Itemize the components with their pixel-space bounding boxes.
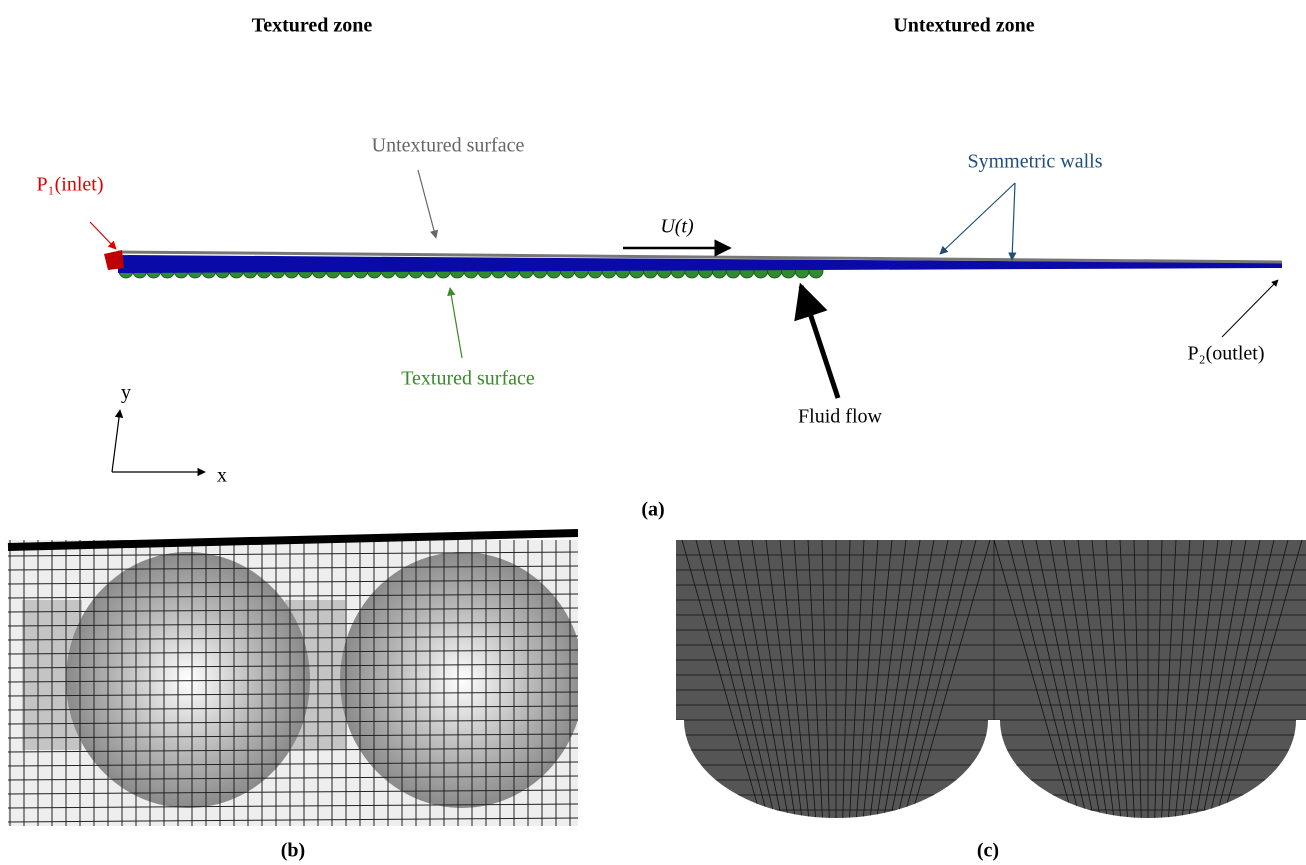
axis-label: x (217, 465, 227, 487)
dimple (340, 552, 584, 808)
label: P₂(outlet) (1188, 343, 1265, 365)
label: Fluid flow (798, 406, 882, 428)
arrow (1222, 280, 1278, 337)
arrow (450, 288, 462, 358)
arrow (801, 286, 838, 398)
zone-title: Untextured zone (893, 15, 1034, 37)
inlet (104, 250, 124, 270)
panel-c-bg (676, 540, 1306, 830)
panel-b (8, 540, 584, 826)
panel-c (676, 540, 1306, 830)
label: Textured surface (401, 368, 535, 390)
panel-label: (b) (281, 840, 305, 862)
panel-label: (a) (641, 499, 664, 521)
label: P₁(inlet) (37, 174, 104, 196)
arrow (418, 170, 436, 238)
label: U(t) (660, 216, 694, 238)
label: Untextured surface (372, 135, 525, 157)
label: Symmetric walls (968, 151, 1103, 173)
panel-label: (c) (977, 840, 999, 862)
axis-label: y (121, 382, 131, 404)
arrow (1012, 183, 1015, 260)
axis (112, 410, 120, 472)
zone-title: Textured zone (252, 15, 373, 37)
page: Textured zone Untextured zone Untextured… (0, 0, 1306, 865)
figure: Textured zone Untextured zone Untextured… (0, 0, 1306, 865)
arrow (90, 222, 116, 249)
arrow (940, 183, 1015, 254)
